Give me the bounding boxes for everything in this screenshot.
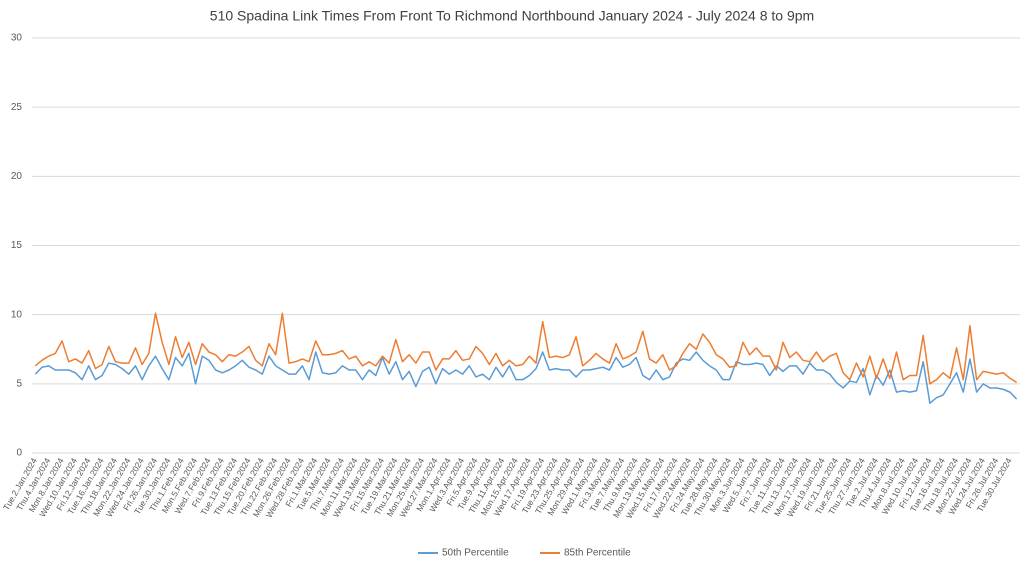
legend-label: 85th Percentile [564, 548, 631, 559]
y-tick-label: 20 [11, 171, 23, 182]
series-line [34, 351, 1018, 404]
y-tick-label: 25 [11, 102, 23, 113]
y-tick-label: 0 [16, 448, 22, 459]
series-line [34, 312, 1018, 385]
y-tick-label: 10 [11, 309, 23, 320]
y-tick-label: 15 [11, 240, 23, 251]
legend-label: 50th Percentile [442, 548, 509, 559]
y-tick-label: 5 [16, 378, 22, 389]
chart-title: 510 Spadina Link Times From Front To Ric… [210, 8, 814, 24]
y-tick-label: 30 [11, 33, 23, 44]
